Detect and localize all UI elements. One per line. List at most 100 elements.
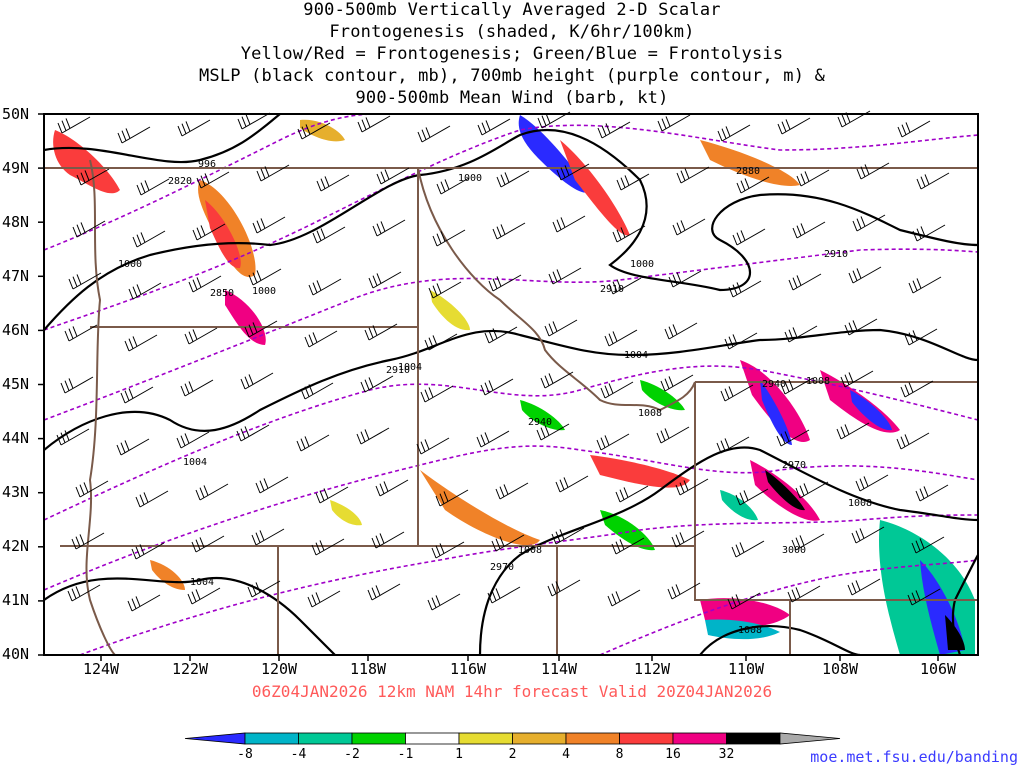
wind-barb (356, 427, 390, 445)
wind-barb (911, 536, 945, 554)
wind-barb (436, 177, 470, 195)
wind-barb (784, 325, 818, 343)
wind-barb (600, 381, 634, 399)
title-line-3: Yellow/Red = Frontogenesis; Green/Blue =… (240, 44, 784, 64)
wind-barb (664, 322, 698, 340)
wind-barb (720, 384, 754, 402)
wind-barb (716, 436, 750, 454)
wind-barb (57, 116, 91, 134)
wind-barb (796, 169, 830, 187)
wind-barb (60, 376, 94, 394)
title-line-2: Frontogenesis (shaded, K/6hr/100km) (329, 22, 695, 42)
wind-barb (776, 429, 810, 447)
wind-barb (555, 475, 589, 493)
lon-label: 114W (541, 660, 578, 678)
wind-barb (840, 370, 874, 388)
wind-barb (597, 121, 631, 139)
wind-barb (604, 329, 638, 347)
wind-barb (248, 268, 282, 286)
wind-barb (368, 271, 402, 289)
height-label: 3000 (782, 545, 806, 556)
wind-barb (236, 424, 270, 442)
lon-label: 124W (83, 660, 120, 678)
height-label: 2820 (168, 176, 192, 187)
wind-barb (308, 278, 342, 296)
wind-barb (67, 584, 101, 602)
pressure-label: 1004 (190, 577, 214, 588)
wind-barb (427, 593, 461, 611)
lat-label: 44N (2, 429, 29, 447)
wind-barb (184, 327, 218, 345)
wind-barb (536, 423, 570, 441)
wind-barb (856, 162, 890, 180)
wind-barb (191, 535, 225, 553)
title-line-1: 900-500mb Vertically Averaged 2-D Scalar (303, 0, 721, 20)
wind-barb (671, 530, 705, 548)
wind-barb (855, 474, 889, 492)
wind-barb (615, 485, 649, 503)
legend-swatch (565, 732, 620, 745)
legend-value: -4 (291, 747, 307, 762)
wind-barb (495, 482, 529, 500)
wind-barb (792, 221, 826, 239)
height-label: 2910 (600, 284, 624, 295)
wind-barb (196, 171, 230, 189)
map-background (44, 114, 978, 655)
wind-barb (904, 328, 938, 346)
wind-barb (76, 168, 110, 186)
wind-barb (496, 170, 530, 188)
wind-barb (660, 374, 694, 392)
wind-barb (657, 114, 691, 132)
lon-label: 106W (920, 660, 957, 678)
title-line-4: MSLP (black contour, mb), 700mb height (… (198, 66, 826, 86)
wind-barb (476, 430, 510, 448)
wind-barb (908, 276, 942, 294)
source-credit-link[interactable]: moe.met.fsu.edu/banding (810, 748, 1018, 766)
wind-barb (251, 528, 285, 546)
wind-barb (672, 218, 706, 236)
wind-barb (732, 228, 766, 246)
legend-value: 4 (562, 747, 570, 762)
pressure-label: 1004 (624, 350, 648, 361)
wind-barb (127, 594, 161, 612)
wind-barb (780, 377, 814, 395)
lat-label: 45N (2, 375, 29, 393)
wind-barb (547, 579, 581, 597)
wind-barb (435, 489, 469, 507)
legend-value: 2 (509, 747, 517, 762)
wind-barb (788, 273, 822, 291)
wind-barb (424, 333, 458, 351)
wind-barb (75, 480, 109, 498)
wind-barb (912, 224, 946, 242)
wind-barb (735, 488, 769, 506)
wind-barb (136, 178, 170, 196)
legend-swatch (672, 732, 727, 745)
lat-label: 43N (2, 483, 29, 501)
wind-barb (188, 275, 222, 293)
wind-barb (492, 222, 526, 240)
wind-barb (132, 230, 166, 248)
lat-label: 50N (2, 105, 29, 123)
height-label: 2940 (762, 379, 786, 390)
wind-barb (656, 426, 690, 444)
wind-barb (304, 330, 338, 348)
axis-ticks (38, 113, 939, 661)
lon-label: 120W (261, 660, 298, 678)
wind-barb (255, 476, 289, 494)
lon-label: 122W (172, 660, 209, 678)
wind-barb (367, 583, 401, 601)
wind-barb (195, 483, 229, 501)
wind-barb (596, 433, 630, 451)
lon-label: 108W (822, 660, 859, 678)
wind-barb (117, 126, 151, 144)
wind-barb (852, 214, 886, 232)
wind-barb (787, 585, 821, 603)
wind-barb (717, 124, 751, 142)
wind-barb (836, 422, 870, 440)
lat-label: 40N (2, 645, 29, 663)
legend-arrow-left (184, 732, 246, 745)
pressure-label: 1000 (118, 259, 142, 270)
wind-barb (64, 324, 98, 342)
wind-barb (847, 578, 881, 596)
